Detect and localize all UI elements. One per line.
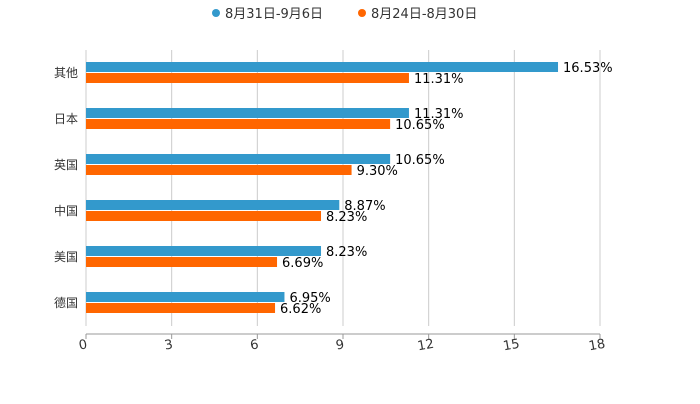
x-tick-label: 0: [78, 337, 89, 353]
data-label: 6.69%: [282, 256, 323, 271]
bar: [86, 108, 409, 118]
data-label: 9.30%: [357, 164, 398, 179]
x-tick-label: 18: [588, 337, 607, 355]
data-label: 10.65%: [395, 118, 445, 133]
data-label: 16.53%: [563, 61, 613, 76]
x-tick-label: 9: [335, 337, 346, 353]
bar: [86, 154, 391, 164]
category-label: 美国: [54, 250, 78, 264]
x-tick-label: 12: [416, 337, 435, 355]
legend-marker: [212, 9, 220, 17]
data-label: 8.23%: [326, 210, 367, 225]
bar: [86, 246, 322, 256]
bar: [86, 73, 409, 83]
data-label: 11.31%: [414, 107, 464, 122]
category-label: 中国: [54, 203, 78, 218]
x-tick-label: 3: [163, 337, 174, 353]
bar: [86, 62, 559, 72]
data-label: 11.31%: [414, 72, 464, 87]
bar: [86, 200, 340, 210]
data-label: 8.87%: [344, 199, 385, 214]
category-label: 其他: [54, 66, 78, 80]
data-label: 6.62%: [280, 302, 321, 317]
data-label: 8.23%: [326, 245, 367, 260]
bar: [86, 119, 391, 129]
bar: [86, 292, 285, 302]
legend-label: 8月24日-8月30日: [371, 7, 477, 22]
bar: [86, 211, 322, 221]
data-label: 10.65%: [395, 153, 445, 168]
bar: [86, 257, 278, 267]
legend-label: 8月31日-9月6日: [225, 7, 323, 22]
category-label: 日本: [54, 112, 78, 126]
bar: [86, 165, 352, 175]
bar: [86, 303, 276, 313]
category-label: 英国: [54, 158, 78, 172]
x-tick-label: 15: [502, 337, 521, 355]
legend-marker: [358, 9, 366, 17]
data-label: 6.95%: [289, 291, 330, 306]
category-label: 德国: [54, 295, 78, 310]
x-tick-label: 6: [249, 337, 260, 353]
